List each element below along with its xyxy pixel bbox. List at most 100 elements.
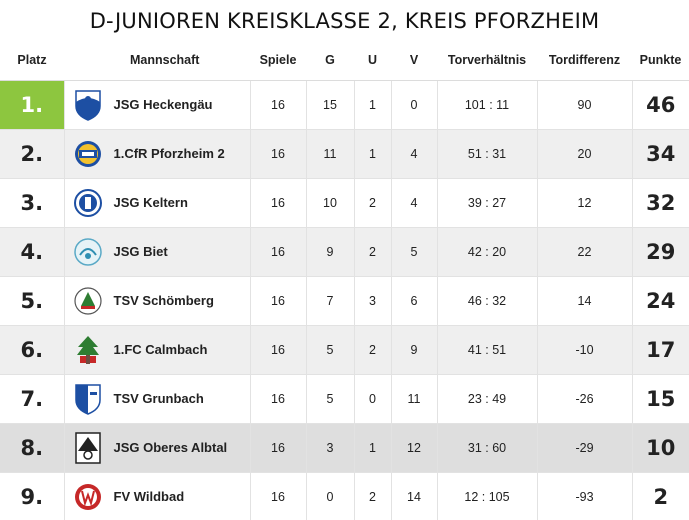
header-drawn[interactable]: U (354, 40, 391, 81)
points-cell: 15 (632, 374, 689, 424)
points-cell: 29 (632, 227, 689, 277)
points-cell: 2 (632, 472, 689, 520)
cfr-pforzheim-crest-icon (73, 137, 103, 171)
page-title: D-JUNIOREN KREISKLASSE 2, KREIS PFORZHEI… (89, 9, 600, 33)
rank-cell: 8. (0, 423, 65, 473)
rank-cell: 1. (0, 80, 65, 130)
won-cell: 5 (306, 374, 355, 424)
lost-cell: 14 (391, 472, 438, 520)
rank-cell: 4. (0, 227, 65, 277)
played-cell: 16 (250, 423, 307, 473)
team-name[interactable]: JSG Biet (113, 244, 168, 259)
header-diff[interactable]: Tordifferenz (537, 40, 632, 81)
header-points[interactable]: Punkte (632, 40, 689, 81)
diff-cell: 20 (537, 129, 633, 179)
lost-cell: 5 (391, 227, 438, 277)
jsg-biet-crest-icon (73, 235, 103, 269)
rank-cell: 9. (0, 472, 65, 520)
played-cell: 16 (250, 374, 307, 424)
team-name[interactable]: JSG Heckengäu (113, 97, 213, 112)
team-name[interactable]: TSV Grunbach (113, 391, 204, 406)
diff-cell: -26 (537, 374, 633, 424)
table-row[interactable]: 9. FV Wildbad 16 0 2 14 12 : 105 (0, 472, 689, 520)
lost-cell: 6 (391, 276, 438, 326)
won-cell: 10 (306, 178, 355, 228)
won-cell: 11 (306, 129, 355, 179)
lost-cell: 0 (391, 80, 438, 130)
goals-cell: 51 : 31 (437, 129, 538, 179)
rank-cell: 5. (0, 276, 65, 326)
drawn-cell: 2 (354, 178, 392, 228)
header-lost[interactable]: V (391, 40, 437, 81)
lost-cell: 12 (391, 423, 438, 473)
lost-cell: 4 (391, 178, 438, 228)
drawn-cell: 1 (354, 129, 392, 179)
diff-cell: -10 (537, 325, 633, 375)
drawn-cell: 2 (354, 227, 392, 277)
drawn-cell: 1 (354, 80, 392, 130)
table-row[interactable]: 2. 1.CfR Pforzheim 2 16 11 1 (0, 129, 689, 179)
goals-cell: 23 : 49 (437, 374, 538, 424)
diff-cell: 22 (537, 227, 633, 277)
team-name[interactable]: JSG Oberes Albtal (113, 440, 228, 455)
goals-cell: 12 : 105 (437, 472, 538, 520)
header-rank[interactable]: Platz (0, 40, 64, 81)
header-team[interactable]: Mannschaft (64, 40, 250, 81)
goals-cell: 101 : 11 (437, 80, 538, 130)
points-cell: 10 (632, 423, 689, 473)
won-cell: 9 (306, 227, 355, 277)
drawn-cell: 2 (354, 325, 392, 375)
table-row[interactable]: 5. TSV Schömberg 16 7 3 6 46 : 32 (0, 276, 689, 326)
tsv-schoemberg-crest-icon (73, 284, 103, 318)
table-row[interactable]: 7. TSV Grunbach 16 5 0 11 23 : 49 (0, 374, 689, 424)
team-name[interactable]: 1.FC Calmbach (113, 342, 208, 357)
rank-cell: 3. (0, 178, 65, 228)
jsg-keltern-crest-icon (73, 186, 103, 220)
points-cell: 34 (632, 129, 689, 179)
lost-cell: 9 (391, 325, 438, 375)
table-row[interactable]: 1. JSG Heckengäu 16 15 1 0 101 : 11 (0, 80, 689, 130)
lost-cell: 4 (391, 129, 438, 179)
played-cell: 16 (250, 227, 307, 277)
tsv-grunbach-crest-icon (73, 382, 103, 416)
diff-cell: 90 (537, 80, 633, 130)
header-won[interactable]: G (306, 40, 354, 81)
goals-cell: 41 : 51 (437, 325, 538, 375)
standings-table: Platz Mannschaft Spiele G U V Torverhält… (0, 40, 689, 520)
drawn-cell: 2 (354, 472, 392, 520)
table-row[interactable]: 8. JSG Oberes Albtal 16 3 1 12 31 : (0, 423, 689, 473)
table-row[interactable]: 3. JSG Keltern 16 10 2 4 39 : 27 (0, 178, 689, 228)
header-goals[interactable]: Torverhältnis (437, 40, 537, 81)
team-name[interactable]: FV Wildbad (113, 489, 185, 504)
goals-cell: 46 : 32 (437, 276, 538, 326)
rank-cell: 2. (0, 129, 65, 179)
rank-cell: 7. (0, 374, 65, 424)
goals-cell: 31 : 60 (437, 423, 538, 473)
diff-cell: -93 (537, 472, 633, 520)
goals-cell: 42 : 20 (437, 227, 538, 277)
won-cell: 5 (306, 325, 355, 375)
table-row[interactable]: 4. JSG Biet 16 9 2 5 42 : 20 (0, 227, 689, 277)
diff-cell: 12 (537, 178, 633, 228)
won-cell: 3 (306, 423, 355, 473)
won-cell: 0 (306, 472, 355, 520)
table-row[interactable]: 6. 1.FC Calmbach 16 5 2 9 41 : 51 (0, 325, 689, 375)
won-cell: 7 (306, 276, 355, 326)
drawn-cell: 0 (354, 374, 392, 424)
played-cell: 16 (250, 325, 307, 375)
diff-cell: -29 (537, 423, 633, 473)
header-played[interactable]: Spiele (250, 40, 306, 81)
points-cell: 32 (632, 178, 689, 228)
points-cell: 17 (632, 325, 689, 375)
lost-cell: 11 (391, 374, 438, 424)
goals-cell: 39 : 27 (437, 178, 538, 228)
played-cell: 16 (250, 276, 307, 326)
played-cell: 16 (250, 80, 307, 130)
rank-cell: 6. (0, 325, 65, 375)
jsg-heckengaeu-crest-icon (73, 88, 103, 122)
team-name[interactable]: JSG Keltern (113, 195, 188, 210)
points-cell: 24 (632, 276, 689, 326)
diff-cell: 14 (537, 276, 633, 326)
team-name[interactable]: 1.CfR Pforzheim 2 (113, 146, 225, 161)
team-name[interactable]: TSV Schömberg (113, 293, 214, 308)
